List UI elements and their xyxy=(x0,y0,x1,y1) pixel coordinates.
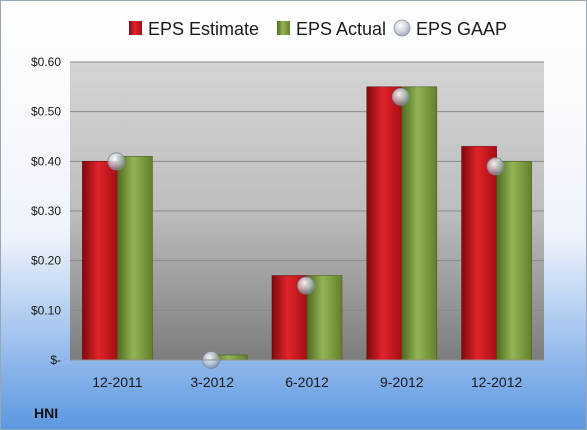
legend-item-estimate: EPS Estimate xyxy=(129,19,259,39)
bar-actual-12-2011 xyxy=(117,156,153,361)
y-tick-label-6: $0.60 xyxy=(31,55,61,69)
bar-estimate-12-2011 xyxy=(82,161,118,361)
x-tick-label-12-2012: 12-2012 xyxy=(471,374,523,390)
marker-gaap-6-2012 xyxy=(297,276,315,295)
y-tick-label-1: $0.10 xyxy=(31,303,61,317)
y-tick-label-2: $0.20 xyxy=(31,254,61,268)
x-axis: 12-2011 3-2012 6-2012 9-2012 12-2012 xyxy=(92,374,522,390)
legend-label-estimate: EPS Estimate xyxy=(148,19,259,39)
legend-swatch-estimate xyxy=(129,21,142,35)
ticker-label: HNI xyxy=(34,405,58,421)
x-tick-label-6-2012: 6-2012 xyxy=(285,374,329,390)
y-axis: $- $0.10 $0.20 $0.30 $0.40 $0.50 $0.60 xyxy=(31,55,61,367)
legend-swatch-gaap xyxy=(393,19,411,37)
marker-gaap-12-2011 xyxy=(107,152,126,171)
bars xyxy=(82,86,532,361)
y-tick-label-3: $0.30 xyxy=(31,204,61,218)
x-tick-label-9-2012: 9-2012 xyxy=(380,374,424,390)
y-tick-label-0: $- xyxy=(50,353,61,367)
x-tick-label-3-2012: 3-2012 xyxy=(190,374,234,390)
legend-label-gaap: EPS GAAP xyxy=(416,19,507,39)
legend-item-gaap: EPS GAAP xyxy=(393,19,507,39)
bar-actual-12-2012 xyxy=(496,161,532,361)
legend-label-actual: EPS Actual xyxy=(296,19,386,39)
marker-gaap-12-2012 xyxy=(486,157,505,176)
x-tick-label-12-2011: 12-2011 xyxy=(92,374,143,390)
legend-item-actual: EPS Actual xyxy=(277,19,386,39)
y-tick-label-5: $0.50 xyxy=(31,105,61,119)
legend: EPS Estimate EPS Actual EPS GAAP xyxy=(129,19,507,39)
legend-swatch-actual xyxy=(277,21,290,35)
bar-actual-9-2012 xyxy=(401,86,438,361)
marker-gaap-9-2012 xyxy=(391,87,410,106)
bar-estimate-9-2012 xyxy=(366,86,403,361)
bar-estimate-12-2012 xyxy=(461,146,497,361)
y-tick-label-4: $0.40 xyxy=(31,154,61,168)
